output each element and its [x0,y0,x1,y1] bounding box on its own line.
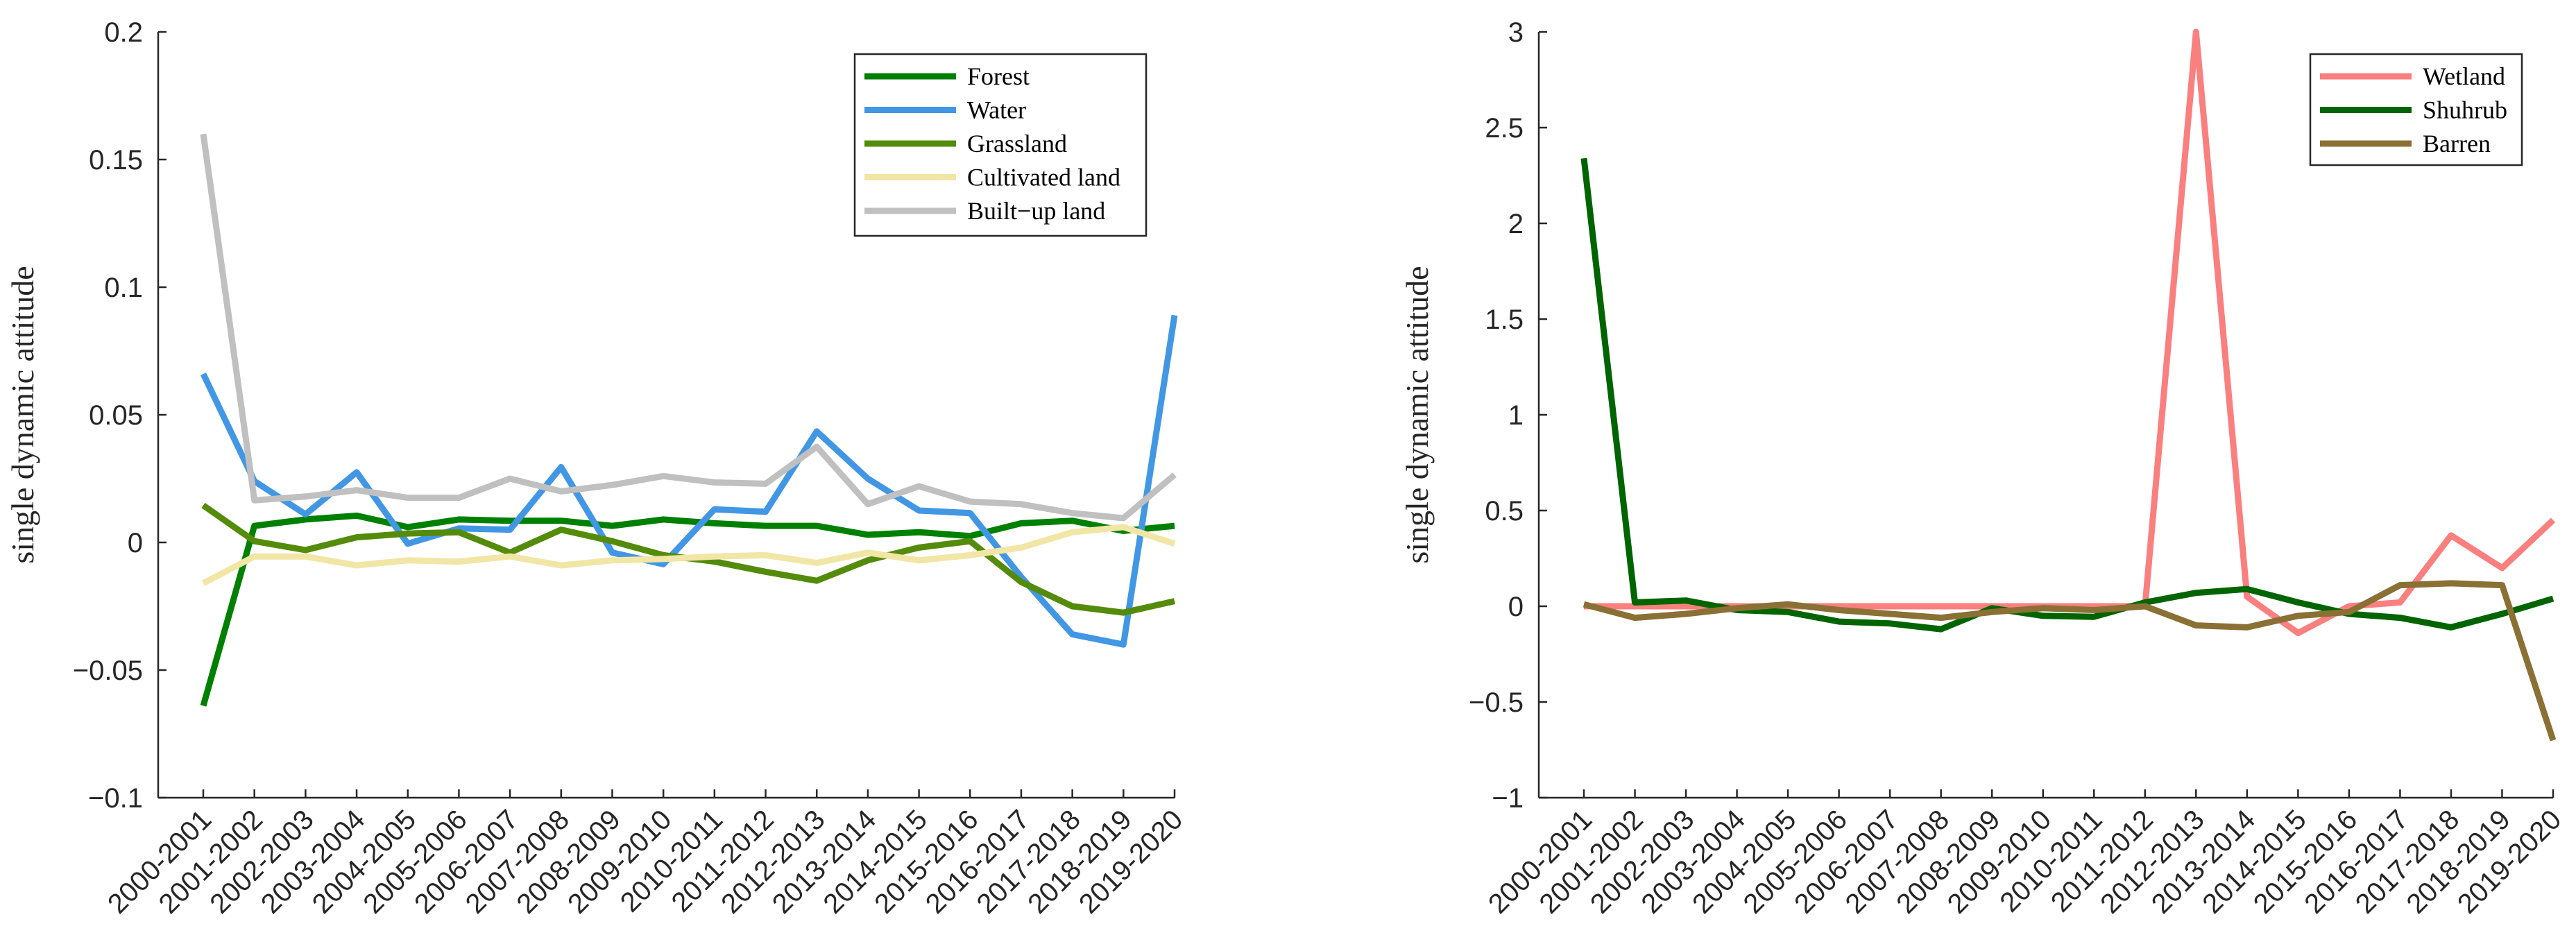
y-tick-label: 0 [128,528,143,558]
y-tick-label: 1.5 [1485,305,1524,335]
series-line-water [200,314,1178,648]
series-line-cultivated-land [201,524,1176,586]
series-line-built-up-land [200,133,1177,522]
y-tick-label: 0.2 [104,17,143,48]
y-tick-label: −0.5 [1469,687,1524,718]
legend-label: Shuhrub [2423,96,2507,124]
series-line-shuhrub [1580,157,2554,633]
y-tick-label: 3 [1508,17,1524,48]
legend-label: Water [967,96,1026,124]
y-tick-label: −0.05 [73,656,143,686]
y-tick-label: 2.5 [1485,113,1524,144]
chart-left: −0.1−0.0500.050.10.150.22000-20012001-20… [5,17,1188,920]
legend-label: Cultivated land [967,164,1120,191]
y-tick-label: 0.1 [104,273,143,303]
legend: Forest Water Grassland Cultivated land Built… [853,53,1148,237]
y-axis-label: single dynamic attitude [5,266,40,563]
y-tick-label: 2 [1508,209,1524,239]
y-tick-label: −0.1 [88,783,143,814]
series-line-barren [1583,580,2557,742]
y-tick-label: −1 [1492,783,1524,814]
chart-right: −1−0.500.511.522.532000-20012001-2002200… [1399,17,2567,920]
y-tick-label: 0.05 [89,400,143,431]
y-axis-label: single dynamic attitude [1399,266,1435,563]
legend-label: Forest [967,62,1030,90]
legend-label: Grassland [967,130,1067,157]
legend-label: Barren [2423,130,2491,157]
legend: Wetland Shuhrub Barren [2309,53,2523,166]
y-tick-label: 0.15 [89,145,143,175]
legend-label: Built−up land [967,197,1105,225]
legend-label: Wetland [2423,62,2505,90]
y-tick-label: 0.5 [1485,496,1524,526]
y-tick-label: 1 [1508,400,1524,431]
y-tick-label: 0 [1508,592,1524,622]
series-line-forest [200,512,1175,707]
